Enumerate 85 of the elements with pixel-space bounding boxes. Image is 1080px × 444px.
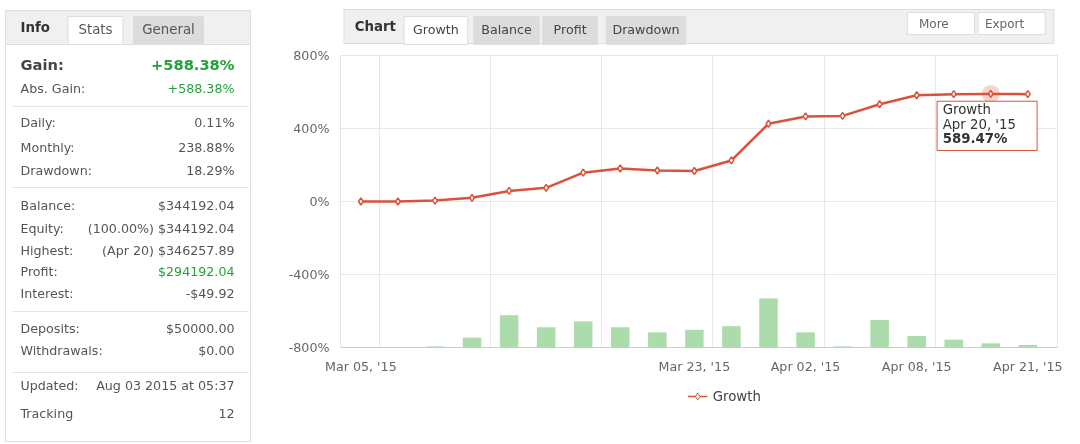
bar: [907, 336, 926, 348]
bar: [944, 339, 964, 348]
y-tick-label: 800%: [293, 48, 330, 63]
x-tick-label: Mar 23, '15: [658, 358, 731, 374]
bar: [462, 337, 482, 348]
point: [654, 166, 661, 175]
text: Drawdown:: [20, 163, 92, 178]
point: [950, 89, 957, 99]
text: $50000.00: [166, 321, 235, 336]
point: [431, 196, 439, 205]
text: Daily:: [20, 115, 56, 130]
point: [468, 193, 476, 203]
point: [617, 164, 624, 173]
y-tick-label: 400%: [293, 121, 330, 136]
bar: [870, 319, 889, 348]
text: Tracking: [19, 406, 74, 421]
y-tick-label: 0%: [309, 194, 330, 209]
text: +588.38%: [167, 81, 235, 96]
point: [580, 168, 587, 177]
point: [691, 166, 698, 176]
text: Export: [984, 16, 1025, 31]
text: Updated:: [20, 378, 79, 393]
text: Profit: [553, 22, 587, 37]
text: Gain:: [20, 56, 64, 73]
bar: [573, 321, 593, 348]
text: Profit:: [20, 264, 58, 279]
annotation: Apr 20, '15: [942, 116, 1016, 132]
text: Highest:: [20, 243, 74, 258]
text: Drawdown: [612, 22, 680, 37]
bar: [499, 315, 519, 348]
text: Interest:: [20, 286, 74, 301]
x-tick-label: Apr 08, '15: [881, 358, 952, 374]
text: Aug 03 2015 at 05:37: [96, 378, 235, 393]
annotation: 589.47%: [942, 131, 1008, 147]
text: $294192.04: [158, 264, 235, 279]
point: [839, 111, 846, 121]
point: [357, 197, 364, 206]
chart-title: Chart: [354, 19, 397, 34]
text: Balance: [481, 22, 532, 37]
y-tick-label: -800%: [288, 340, 330, 355]
text: Stats: [78, 22, 113, 37]
bar: [685, 329, 704, 348]
text: 0.11%: [194, 115, 235, 130]
point: [802, 112, 809, 121]
legend-label: Growth: [712, 389, 761, 404]
text: Growth: [412, 22, 459, 37]
text: Abs. Gain:: [20, 81, 86, 96]
bar: [759, 298, 778, 348]
point: [728, 156, 735, 165]
bar: [796, 332, 815, 348]
bar: [648, 332, 667, 348]
point: [506, 186, 513, 196]
text: General: [142, 22, 195, 37]
text: +588.38%: [150, 56, 235, 73]
text: $344192.04: [158, 198, 235, 213]
text: -$49.92: [185, 286, 235, 301]
y-tick-label: -400%: [288, 267, 330, 282]
text: 18.29%: [186, 163, 235, 178]
bar: [722, 326, 741, 348]
text: Monthly:: [20, 140, 75, 155]
x-tick-label: Apr 02, '15: [770, 358, 841, 374]
text: Info: [20, 20, 50, 35]
text: 238.88%: [178, 140, 235, 155]
text: Equity:: [20, 221, 64, 236]
point: [394, 197, 402, 206]
bar: [536, 327, 556, 348]
point: [876, 99, 883, 109]
bar: [1018, 344, 1038, 348]
text: 12: [218, 406, 235, 421]
text: (Apr 20) $346257.89: [102, 243, 235, 258]
text: Deposits:: [20, 321, 80, 336]
text: Withdrawals:: [20, 343, 103, 358]
x-tick-label: Mar 05, '15: [325, 358, 397, 374]
point: [543, 183, 550, 193]
point: [1024, 89, 1031, 99]
text: More: [919, 16, 949, 31]
point: [913, 91, 920, 100]
x-tick-label: Apr 21, '15: [993, 358, 1063, 374]
point: [765, 119, 772, 128]
annotation: Growth: [942, 101, 991, 117]
text: Balance:: [20, 198, 76, 213]
bar: [611, 327, 630, 348]
bar: [981, 343, 1001, 348]
text: $0.00: [198, 343, 235, 358]
text: (100.00%) $344192.04: [87, 221, 235, 236]
